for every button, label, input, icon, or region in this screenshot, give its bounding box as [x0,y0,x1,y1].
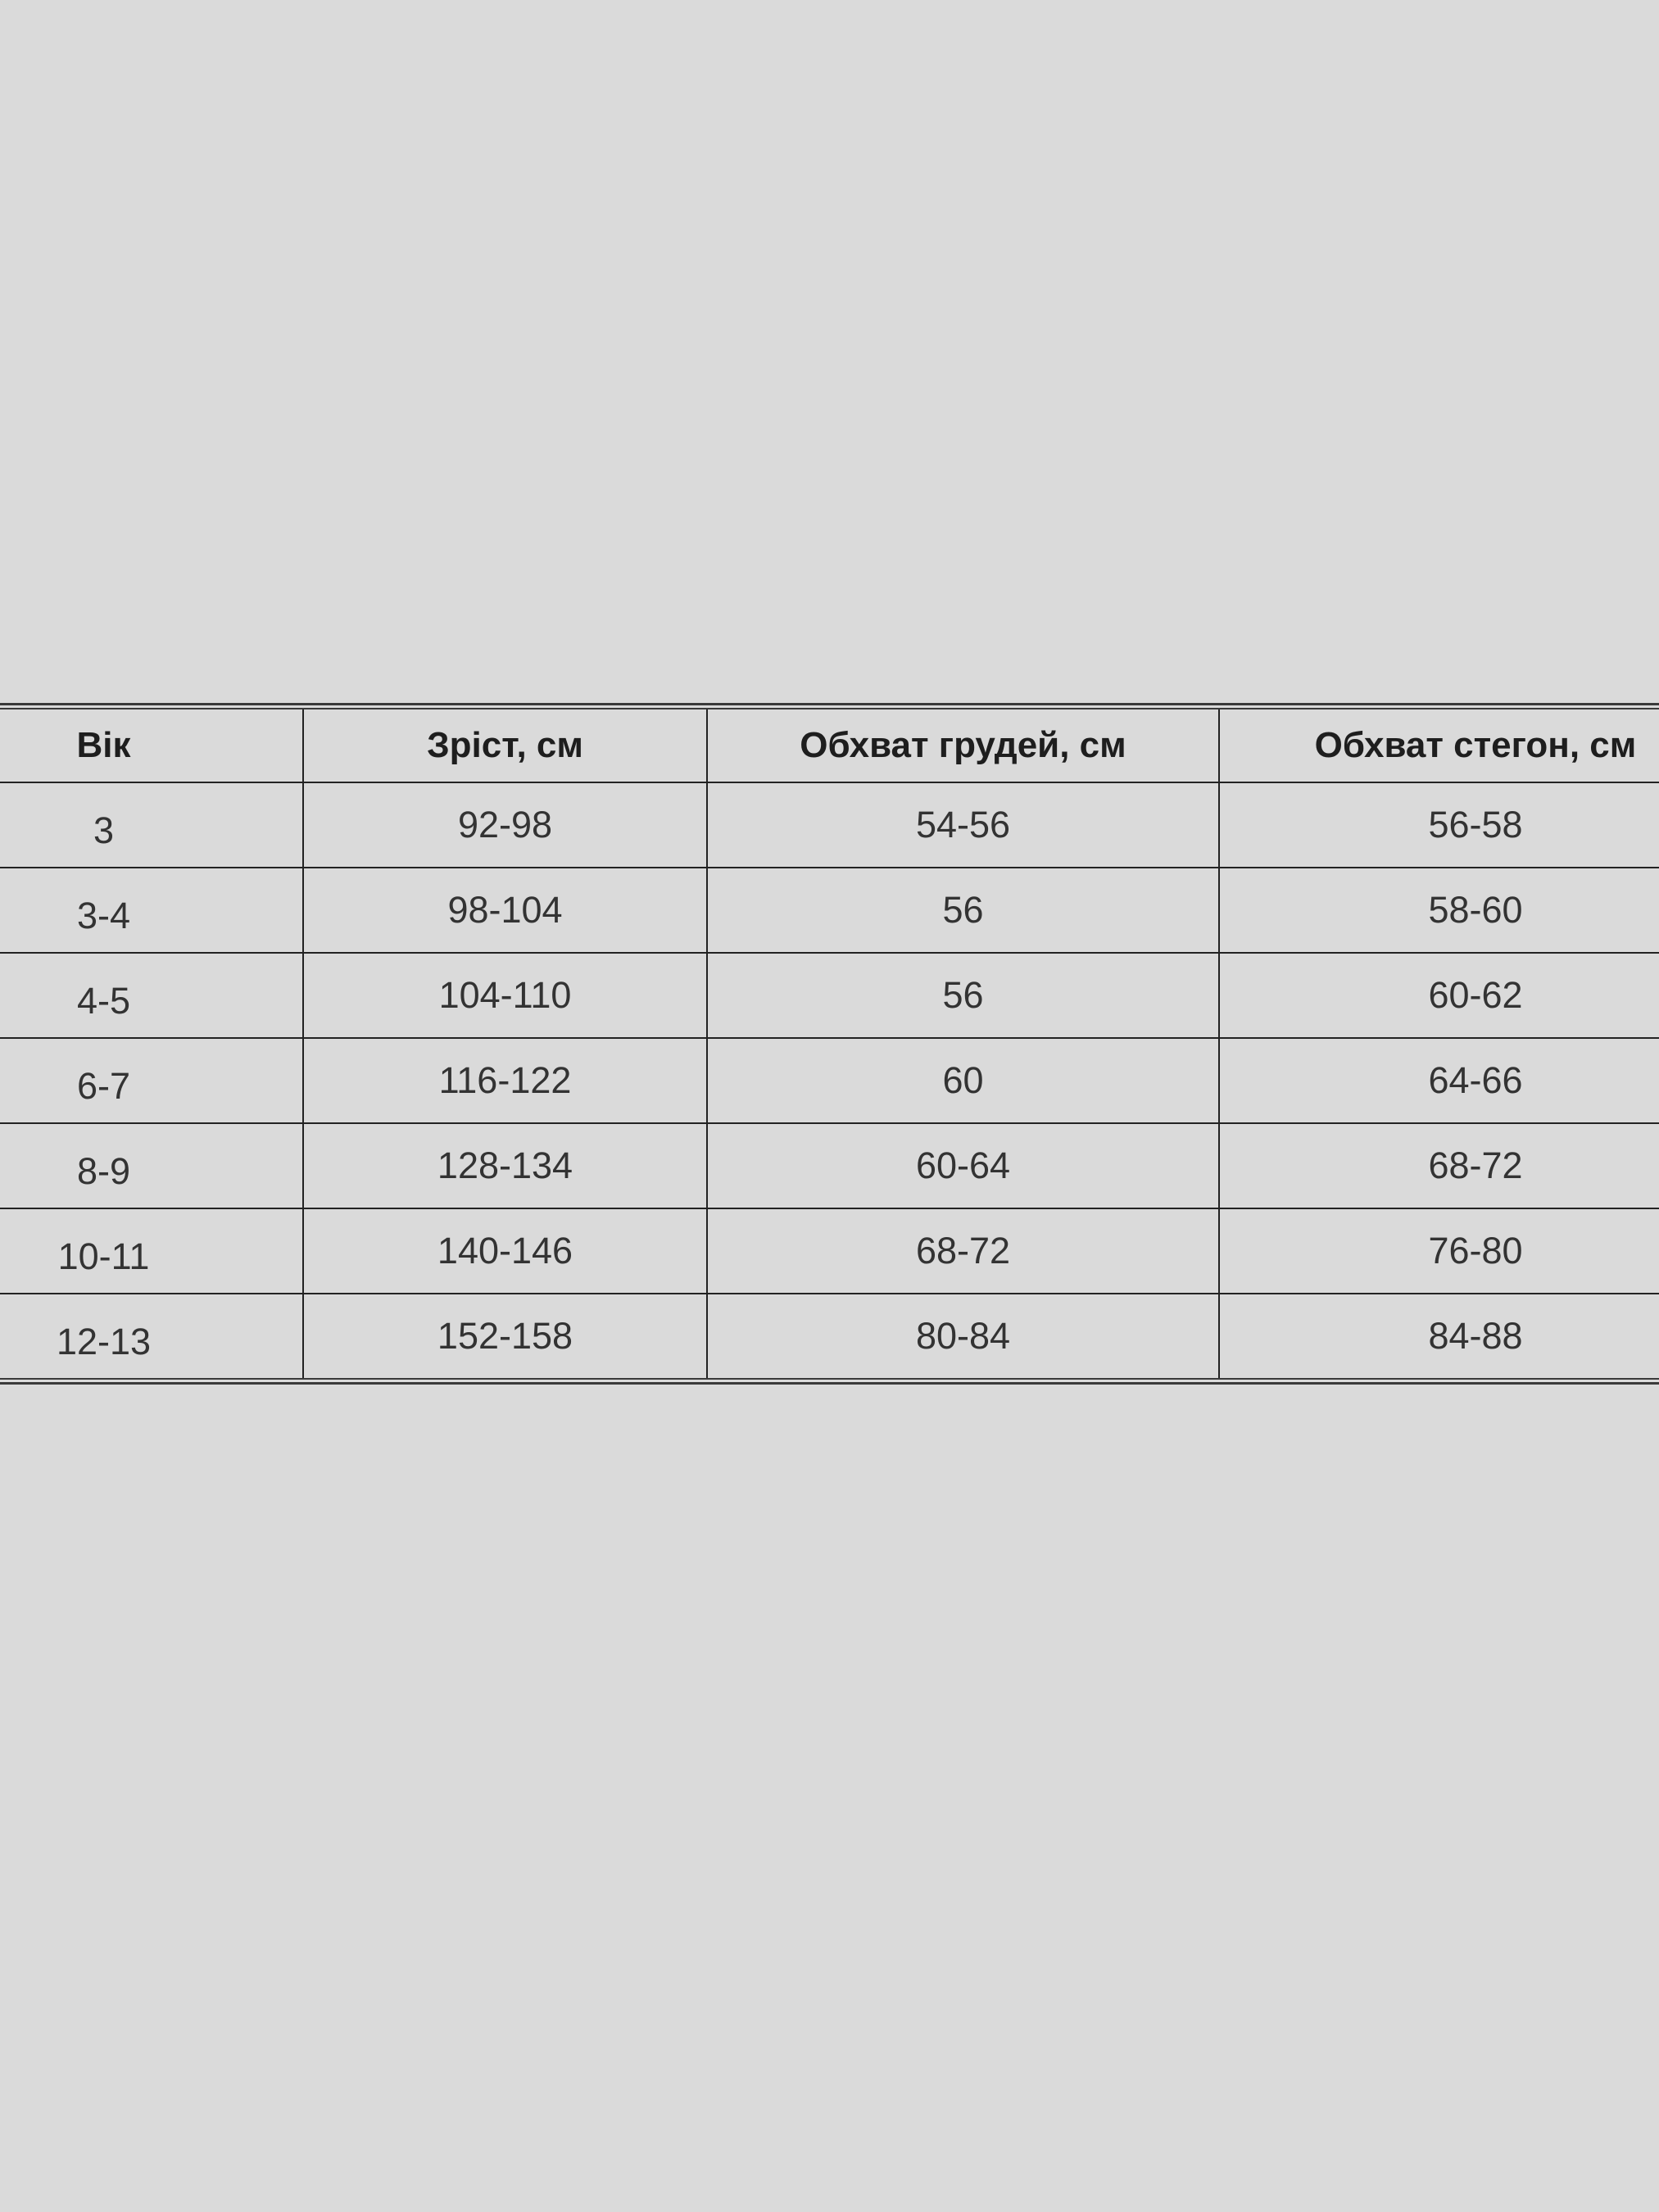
table-row: 3-4 98-104 56 58-60 [0,867,1659,954]
cell-age: 6-7 [0,1037,304,1124]
header-age: Вік [0,709,304,783]
cell-height: 98-104 [302,867,708,954]
cell-chest: 80-84 [706,1293,1220,1378]
cell-chest: 54-56 [706,782,1220,868]
cell-hips: 68-72 [1218,1122,1659,1209]
header-hips: Обхват стегон, см [1218,709,1659,783]
table-row: 3 92-98 54-56 56-58 [0,782,1659,868]
cell-height: 116-122 [302,1037,708,1124]
cell-height: 152-158 [302,1293,708,1378]
cell-height: 140-146 [302,1208,708,1294]
cell-height: 104-110 [302,952,708,1039]
cell-height: 92-98 [302,782,708,868]
cell-age: 3 [0,782,304,868]
cell-hips: 56-58 [1218,782,1659,868]
table-row: 10-11 140-146 68-72 76-80 [0,1208,1659,1294]
cell-age: 3-4 [0,867,304,954]
cell-chest: 60 [706,1037,1220,1124]
size-chart: Вік Зріст, см Обхват грудей, см Обхват с… [0,703,1659,1385]
cell-hips: 76-80 [1218,1208,1659,1294]
cell-chest: 68-72 [706,1208,1220,1294]
size-table: Вік Зріст, см Обхват грудей, см Обхват с… [0,709,1659,1378]
cell-age: 4-5 [0,952,304,1039]
header-height: Зріст, см [302,709,708,783]
cell-chest: 56 [706,867,1220,954]
cell-age: 8-9 [0,1122,304,1209]
cell-age: 12-13 [0,1293,304,1378]
cell-chest: 60-64 [706,1122,1220,1209]
table-top-border [0,703,1659,709]
header-chest: Обхват грудей, см [706,709,1220,783]
table-row: 12-13 152-158 80-84 84-88 [0,1293,1659,1378]
table-bottom-border [0,1378,1659,1385]
cell-hips: 58-60 [1218,867,1659,954]
cell-chest: 56 [706,952,1220,1039]
header-row: Вік Зріст, см Обхват грудей, см Обхват с… [0,709,1659,783]
cell-age: 10-11 [0,1208,304,1294]
table-row: 6-7 116-122 60 64-66 [0,1037,1659,1124]
cell-hips: 64-66 [1218,1037,1659,1124]
cell-hips: 84-88 [1218,1293,1659,1378]
table-row: 8-9 128-134 60-64 68-72 [0,1122,1659,1209]
cell-height: 128-134 [302,1122,708,1209]
table-row: 4-5 104-110 56 60-62 [0,952,1659,1039]
cell-hips: 60-62 [1218,952,1659,1039]
